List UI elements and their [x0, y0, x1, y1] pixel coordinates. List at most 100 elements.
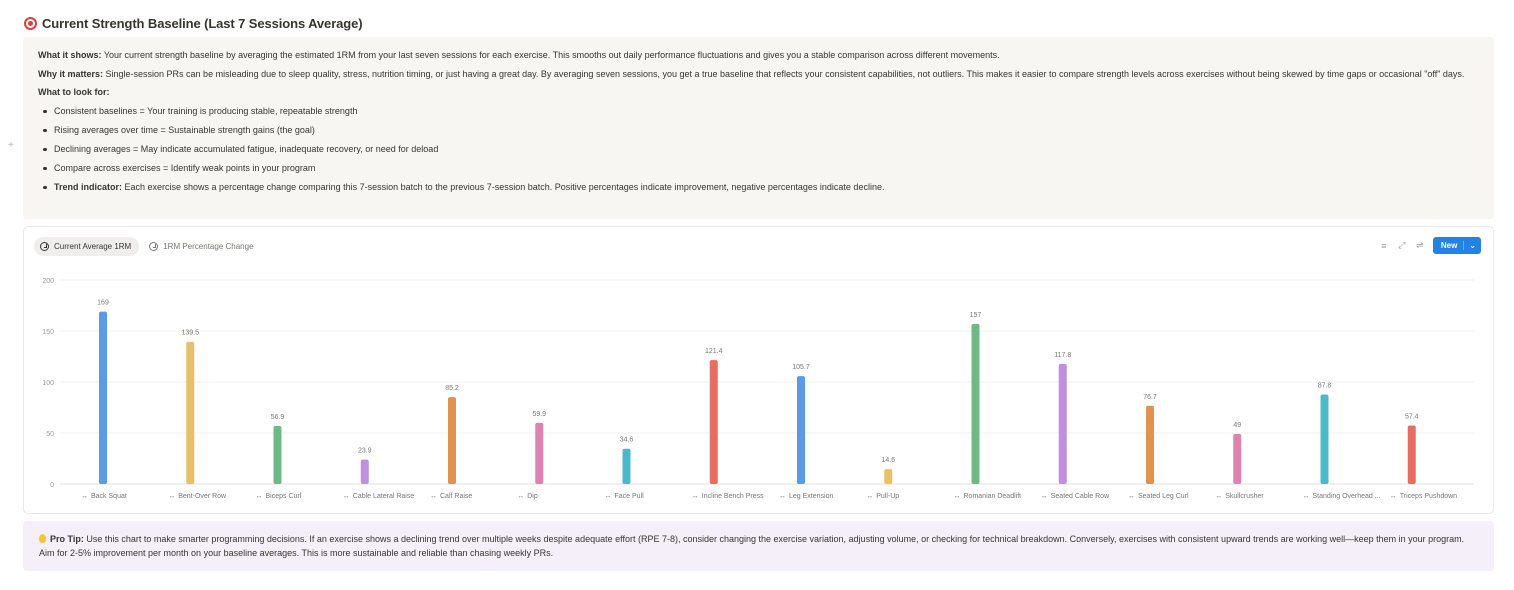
target-icon	[24, 16, 37, 30]
view-tabs: Current Average 1RM 1RM Percentage Chang…	[34, 237, 262, 256]
x-tick-label: Romanian Deadlift	[964, 493, 1022, 500]
why-it-matters: Why it matters: Single-session PRs can b…	[38, 68, 1479, 82]
link-icon: ↔	[168, 493, 175, 500]
why-label: Why it matters:	[38, 68, 104, 79]
x-tick-label: Face Pull	[615, 493, 645, 500]
list-item: Declining averages = May indicate accumu…	[38, 143, 1479, 156]
chart-view: 0 50 100 150 200 169 ↔ Back Squat 139.5 ↔ Bent-Ove…	[23, 226, 1494, 514]
link-icon: ↔	[343, 493, 350, 500]
data-label: 56.9	[271, 414, 285, 421]
data-label: 157	[970, 312, 982, 319]
data-label: 105.7	[792, 364, 810, 371]
bar	[884, 469, 893, 484]
data-label: 49	[1233, 422, 1241, 429]
tab-current-average-1rm[interactable]: Current Average 1RM	[34, 237, 140, 256]
list-item: Trend indicator: Each exercise shows a p…	[38, 181, 1479, 194]
bar	[448, 397, 456, 484]
what-text: Your current strength baseline by averag…	[101, 50, 1000, 60]
tip-text: Use this chart to make smarter programmi…	[39, 534, 1465, 558]
y-tick-label: 200	[42, 278, 54, 285]
x-tick-label: Pull-Up	[876, 493, 899, 500]
y-tick-label: 50	[46, 431, 54, 438]
bar	[535, 422, 544, 484]
x-tick-label: Biceps Curl	[266, 493, 302, 500]
chart-view-icon	[40, 242, 49, 251]
lightbulb-icon	[39, 534, 46, 543]
new-button[interactable]: New ⌄	[1432, 237, 1481, 254]
bar	[1407, 425, 1416, 484]
data-label: 121.4	[705, 348, 723, 355]
list-item: Compare across exercises = Identify weak…	[38, 162, 1479, 175]
bar	[273, 425, 282, 484]
list-item: Consistent baselines = Your training is …	[38, 105, 1479, 118]
bar	[1058, 363, 1067, 484]
trend-label: Trend indicator:	[54, 181, 123, 192]
x-tick-label: Skullcrusher	[1225, 493, 1264, 500]
x-tick-label: Bent-Over Row	[178, 493, 227, 500]
chart-view-icon	[149, 242, 159, 251]
view-toolbar: ≡ ⤢ ⇌ New ⌄	[1379, 237, 1481, 254]
link-icon: ↔	[1390, 493, 1397, 500]
tab-label: 1RM Percentage Change	[163, 242, 254, 251]
data-label: 14.6	[881, 457, 895, 464]
page-title: Current Strength Baseline (Last 7 Sessio…	[42, 15, 363, 31]
x-tick-label: Leg Extension	[789, 493, 833, 500]
link-icon: ↔	[1215, 493, 1222, 500]
link-icon: ↔	[430, 493, 437, 500]
tab-1rm-percentage-change[interactable]: 1RM Percentage Change	[143, 237, 261, 256]
data-label: 139.5	[181, 330, 199, 337]
expand-icon[interactable]: ⤢	[1398, 240, 1406, 250]
settings-icon[interactable]: ⇌	[1416, 240, 1424, 250]
look-label: What to look for:	[38, 87, 110, 97]
bar	[1146, 405, 1154, 484]
link-icon: ↔	[866, 493, 873, 500]
bar	[971, 323, 980, 484]
bar	[1233, 434, 1242, 484]
x-tick-label: Triceps Pushdown	[1400, 493, 1457, 500]
x-tick-label: Calf Raise	[440, 493, 472, 500]
data-label: 59.9	[532, 411, 546, 418]
x-tick-label: Standing Overhead ...	[1313, 493, 1381, 500]
bar	[99, 311, 107, 484]
x-tick-label: Incline Bench Press	[702, 493, 764, 500]
x-tick-label: Seated Cable Row	[1051, 493, 1110, 500]
page-heading: Current Strength Baseline (Last 7 Sessio…	[24, 13, 363, 33]
tab-label: Current Average 1RM	[54, 242, 132, 251]
add-block-icon[interactable]: +	[8, 140, 14, 151]
why-text: Single-session PRs can be misleading due…	[103, 68, 1465, 79]
link-icon: ↔	[81, 493, 88, 500]
x-tick-label: Cable Lateral Raise	[353, 493, 415, 500]
what-it-shows: What it shows: Your current strength bas…	[38, 49, 1479, 63]
bar	[797, 376, 805, 484]
what-to-look-for: What to look for:	[38, 86, 1479, 100]
y-tick-label: 100	[42, 380, 54, 387]
bar	[360, 459, 369, 484]
data-label: 34.6	[620, 437, 634, 444]
data-label: 76.7	[1143, 394, 1157, 401]
data-label: 23.9	[358, 448, 372, 455]
link-icon: ↔	[1303, 493, 1310, 500]
y-tick-label: 0	[50, 482, 54, 489]
chevron-down-icon[interactable]: ⌄	[1463, 241, 1481, 250]
y-tick-label: 150	[42, 329, 54, 336]
trend-text: Each exercise shows a percentage change …	[122, 181, 885, 192]
link-icon: ↔	[1128, 493, 1135, 500]
x-tick-label: Seated Leg Curl	[1138, 493, 1189, 500]
data-label: 85.2	[445, 385, 459, 392]
tip-label: Pro Tip:	[50, 534, 84, 544]
data-label: 57.4	[1405, 413, 1419, 420]
bar	[622, 448, 631, 484]
filter-icon[interactable]: ≡	[1381, 240, 1387, 251]
data-label: 87.8	[1318, 382, 1332, 389]
bar	[709, 360, 718, 484]
list-item: Rising averages over time = Sustainable …	[38, 124, 1479, 137]
link-icon: ↔	[692, 493, 699, 500]
bar	[1320, 394, 1329, 484]
link-icon: ↔	[256, 493, 263, 500]
link-icon: ↔	[605, 493, 612, 500]
link-icon: ↔	[517, 493, 524, 500]
link-icon: ↔	[779, 493, 786, 500]
x-tick-label: Back Squat	[91, 493, 127, 500]
link-icon: ↔	[954, 493, 961, 500]
